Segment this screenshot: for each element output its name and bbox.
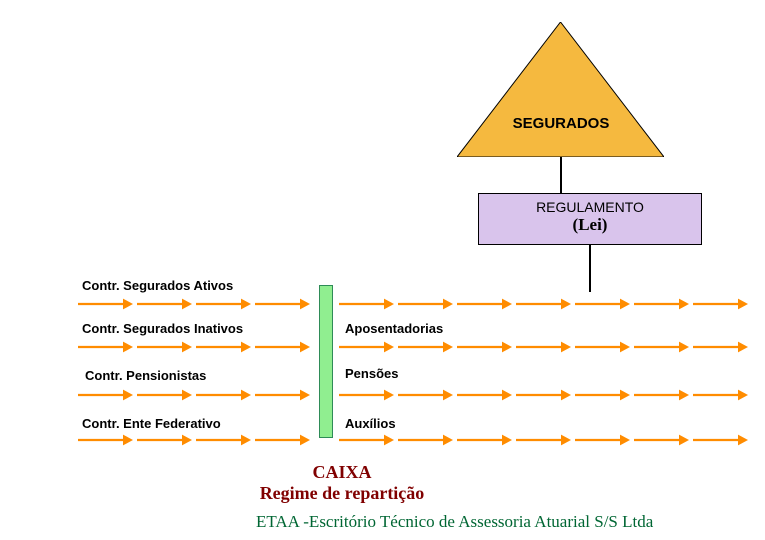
- flow-arrow-icon: [78, 297, 133, 311]
- footer-text: ETAA -Escritório Técnico de Assessoria A…: [256, 512, 653, 532]
- flow-arrow-icon: [196, 340, 251, 354]
- left-arrows-row-0: [78, 297, 314, 316]
- flow-arrow-icon: [634, 297, 689, 311]
- flow-arrow-icon: [78, 433, 133, 447]
- right-arrows-row-1: [339, 340, 752, 359]
- flow-arrow-icon: [339, 433, 394, 447]
- pipe-divider: [319, 285, 333, 438]
- flow-arrow-icon: [575, 297, 630, 311]
- flow-arrow-icon: [693, 297, 748, 311]
- flow-arrow-icon: [457, 433, 512, 447]
- segurados-triangle: [457, 22, 664, 157]
- connector-top: [560, 157, 562, 193]
- flow-arrow-icon: [255, 388, 310, 402]
- flow-arrow-icon: [196, 433, 251, 447]
- right-arrows-row-3: [339, 433, 752, 452]
- flow-arrow-icon: [398, 340, 453, 354]
- flow-arrow-icon: [78, 340, 133, 354]
- lei-label: (Lei): [479, 215, 701, 235]
- regulamento-label: REGULAMENTO: [479, 199, 701, 215]
- caixa-title: CAIXA Regime de repartição: [222, 462, 462, 504]
- flow-arrow-icon: [575, 388, 630, 402]
- flow-arrow-icon: [457, 297, 512, 311]
- flow-arrow-icon: [634, 388, 689, 402]
- flow-arrow-icon: [398, 388, 453, 402]
- flow-arrow-icon: [634, 433, 689, 447]
- flow-arrow-icon: [693, 340, 748, 354]
- flow-arrow-icon: [398, 433, 453, 447]
- flow-arrow-icon: [339, 297, 394, 311]
- right-arrows-row-2: [339, 388, 752, 407]
- flow-arrow-icon: [339, 388, 394, 402]
- regulamento-box: REGULAMENTO (Lei): [478, 193, 702, 245]
- caixa-line1: CAIXA: [222, 462, 462, 483]
- flow-arrow-icon: [196, 297, 251, 311]
- flow-arrow-icon: [255, 340, 310, 354]
- right-label-1: Pensões: [345, 366, 398, 381]
- right-label-0: Aposentadorias: [345, 321, 443, 336]
- caixa-line2: Regime de repartição: [222, 483, 462, 504]
- flow-arrow-icon: [457, 388, 512, 402]
- flow-arrow-icon: [575, 433, 630, 447]
- flow-arrow-icon: [516, 433, 571, 447]
- left-arrows-row-2: [78, 388, 314, 407]
- right-arrows-row-0: [339, 297, 752, 316]
- flow-arrow-icon: [516, 340, 571, 354]
- flow-arrow-icon: [196, 388, 251, 402]
- flow-arrow-icon: [516, 388, 571, 402]
- flow-arrow-icon: [137, 433, 192, 447]
- flow-arrow-icon: [457, 340, 512, 354]
- flow-arrow-icon: [137, 388, 192, 402]
- flow-arrow-icon: [255, 433, 310, 447]
- left-label-1: Contr. Segurados Inativos: [82, 321, 243, 336]
- flow-arrow-icon: [516, 297, 571, 311]
- left-label-3: Contr. Ente Federativo: [82, 416, 221, 431]
- left-label-2: Contr. Pensionistas: [85, 368, 206, 383]
- flow-arrow-icon: [398, 297, 453, 311]
- flow-arrow-icon: [693, 388, 748, 402]
- segurados-label: SEGURADOS: [486, 115, 636, 132]
- connector-bottom: [589, 245, 591, 292]
- flow-arrow-icon: [634, 340, 689, 354]
- flow-arrow-icon: [137, 340, 192, 354]
- left-label-0: Contr. Segurados Ativos: [82, 278, 233, 293]
- flow-arrow-icon: [575, 340, 630, 354]
- diagram-canvas: SEGURADOS REGULAMENTO (Lei) Contr. Segur…: [0, 0, 765, 540]
- flow-arrow-icon: [339, 340, 394, 354]
- flow-arrow-icon: [255, 297, 310, 311]
- flow-arrow-icon: [78, 388, 133, 402]
- left-arrows-row-3: [78, 433, 314, 452]
- flow-arrow-icon: [693, 433, 748, 447]
- left-arrows-row-1: [78, 340, 314, 359]
- flow-arrow-icon: [137, 297, 192, 311]
- right-label-2: Auxílios: [345, 416, 396, 431]
